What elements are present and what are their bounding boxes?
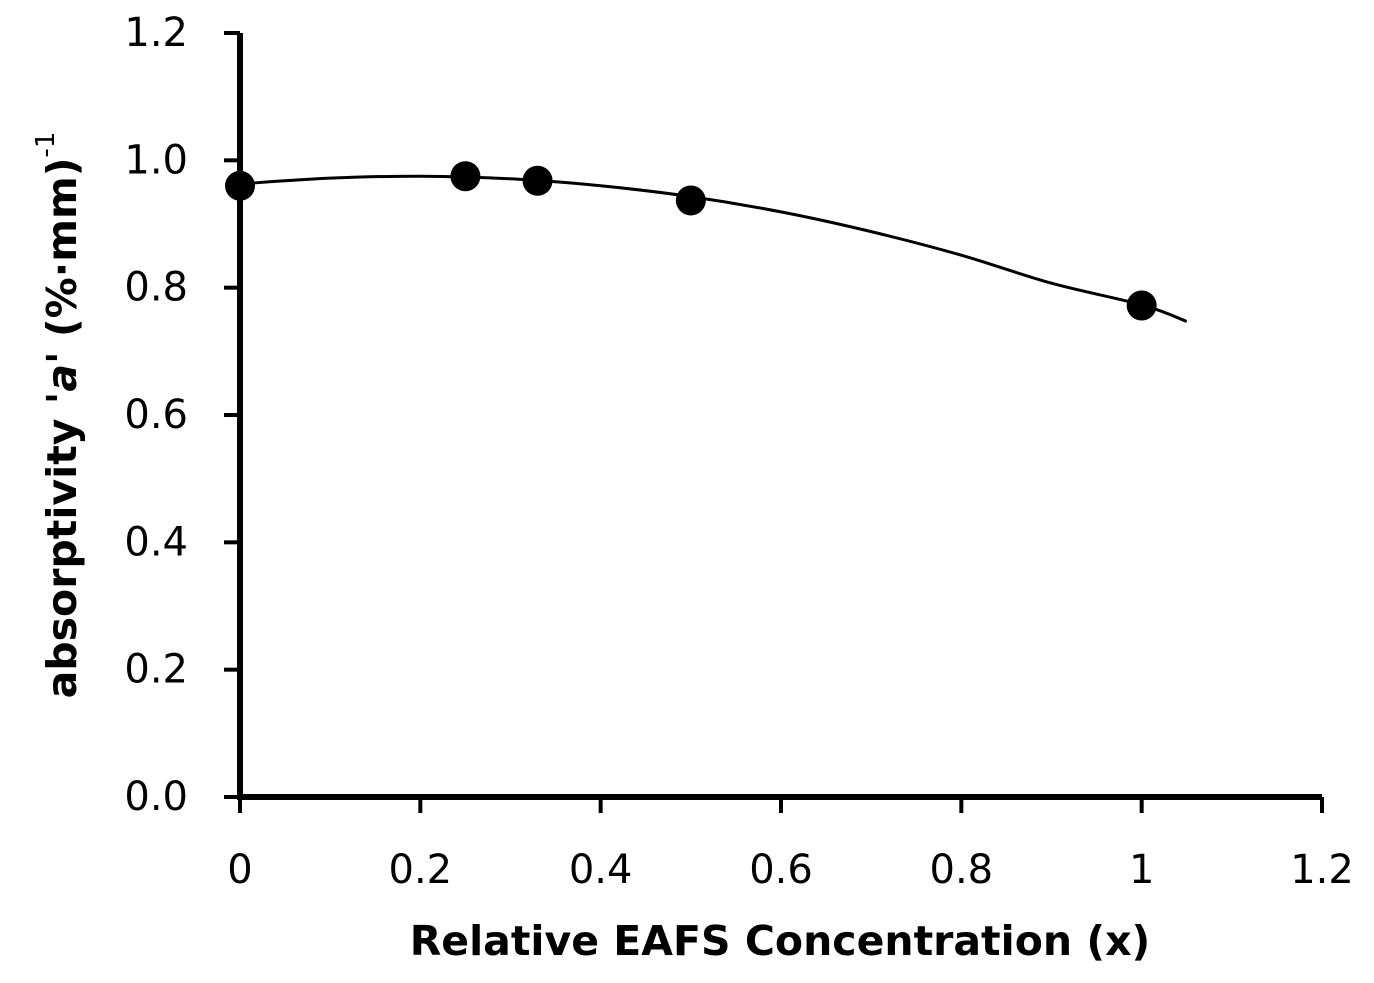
x-tick-label: 0.2 — [389, 847, 453, 893]
x-tick-label: 0.8 — [930, 847, 994, 893]
y-tick-label: 1.2 — [124, 10, 188, 56]
y-axis-title: absorptivity 'a' (%·mm)-1 — [31, 132, 86, 699]
x-axis-title: Relative EAFS Concentration (x) — [410, 917, 1151, 965]
x-tick-label: 0.6 — [749, 847, 813, 893]
y-axis-title-prefix: absorptivity ' — [38, 392, 86, 699]
x-tick-label: 0 — [227, 847, 252, 893]
trendline — [239, 174, 1188, 323]
y-tick-label: 0.4 — [124, 519, 188, 565]
y-tick-label: 0.8 — [124, 265, 188, 311]
plot-area: 0.0 0.2 0.4 0.6 0.8 1.0 1.2 0 0.2 0.4 0.6 0.8 1 1.2 — [124, 10, 1353, 893]
y-axis-title-exponent: -1 — [31, 132, 61, 158]
y-tick-label: 0.0 — [124, 774, 188, 820]
data-point — [225, 170, 255, 201]
x-tick-label: 1 — [1129, 847, 1154, 893]
x-tick-label: 0.4 — [569, 847, 633, 893]
y-axis-title-symbol: a — [38, 364, 86, 392]
data-point — [522, 165, 553, 196]
y-axis-title-suffix: ' (%·mm) — [38, 158, 86, 364]
y-tick-label: 0.2 — [124, 647, 188, 693]
y-tick-label: 1.0 — [124, 137, 188, 183]
data-point — [1126, 290, 1157, 321]
y-tick-label: 0.6 — [124, 392, 188, 438]
data-point — [450, 161, 481, 192]
x-tick-label: 1.2 — [1290, 847, 1354, 893]
data-point — [675, 185, 706, 216]
